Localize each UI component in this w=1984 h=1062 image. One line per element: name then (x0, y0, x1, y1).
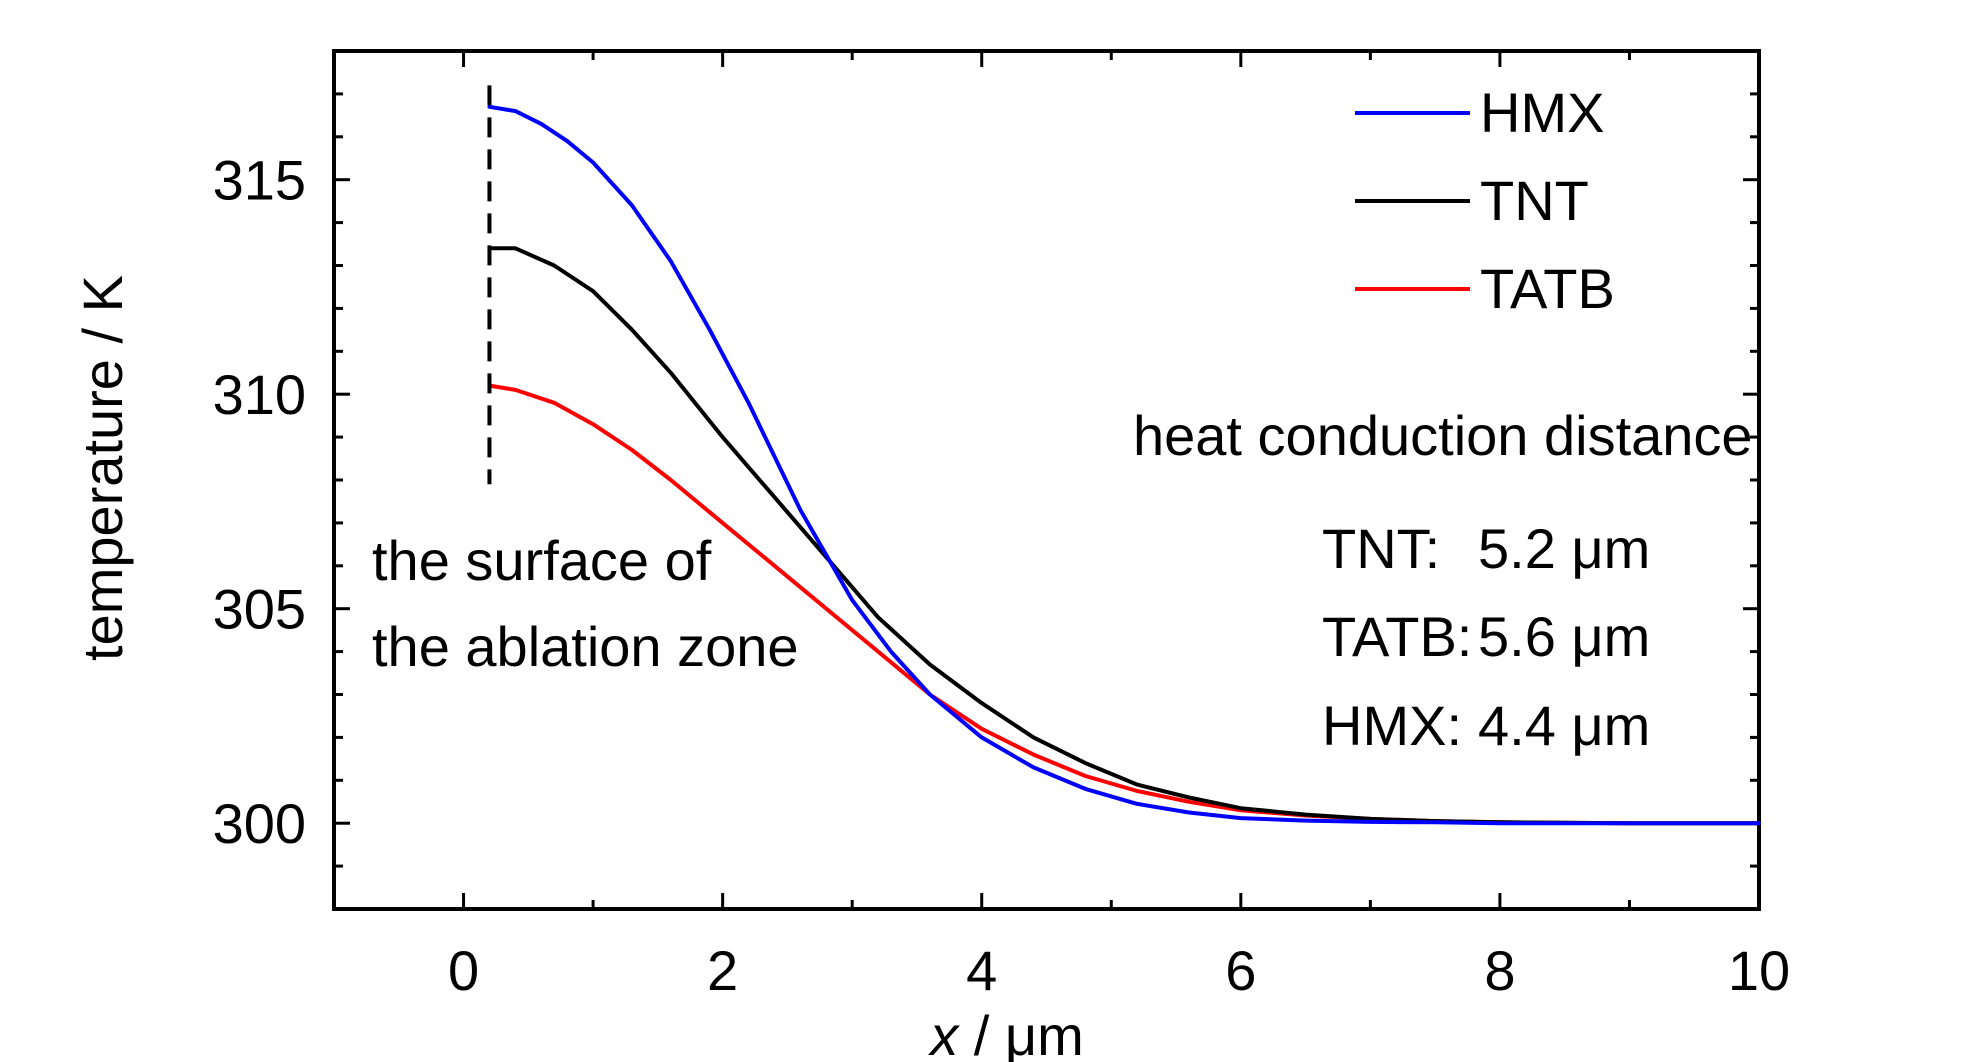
legend-label-hmx: HMX (1480, 81, 1604, 144)
distance-value-tatb: 5.6 μm (1478, 605, 1650, 668)
legend-label-tnt: TNT (1480, 169, 1589, 232)
x-axis-title: x / μm (927, 1004, 1084, 1062)
y-tick-label: 300 (213, 792, 306, 855)
x-axis-variable: x (927, 1004, 960, 1062)
series-line-hmx (487, 104, 1761, 826)
axis-ticks: 0 2 4 6 8 10 300 305 310 315 (213, 49, 1790, 1002)
distance-label-tatb: TATB: (1322, 605, 1472, 668)
x-tick-label: 4 (966, 939, 997, 1002)
y-tick-label: 310 (213, 363, 306, 426)
surface-annotation-line-1: the surface of (372, 529, 712, 592)
x-tick-label: 10 (1728, 939, 1790, 1002)
legend: HMX TNT TATB (1355, 81, 1615, 320)
legend-label-tatb: TATB (1480, 257, 1615, 320)
x-tick-label: 0 (448, 939, 479, 1002)
y-tick-label: 315 (213, 149, 306, 212)
distance-title: heat conduction distance (1133, 404, 1753, 467)
y-axis-title: temperature / K (71, 275, 134, 661)
x-axis-unit: / μm (958, 1004, 1084, 1062)
surface-annotation-line-2: the ablation zone (372, 615, 799, 678)
distance-label-hmx: HMX: (1322, 694, 1462, 757)
distance-value-hmx: 4.4 μm (1478, 694, 1650, 757)
distance-label-tnt: TNT: (1322, 517, 1440, 580)
x-tick-label: 6 (1225, 939, 1256, 1002)
y-tick-label: 305 (213, 578, 306, 641)
series-line-tnt (487, 246, 1761, 826)
distance-value-tnt: 5.2 μm (1478, 517, 1650, 580)
x-tick-label: 2 (707, 939, 738, 1002)
series-lines (487, 104, 1761, 826)
x-tick-label: 8 (1484, 939, 1515, 1002)
